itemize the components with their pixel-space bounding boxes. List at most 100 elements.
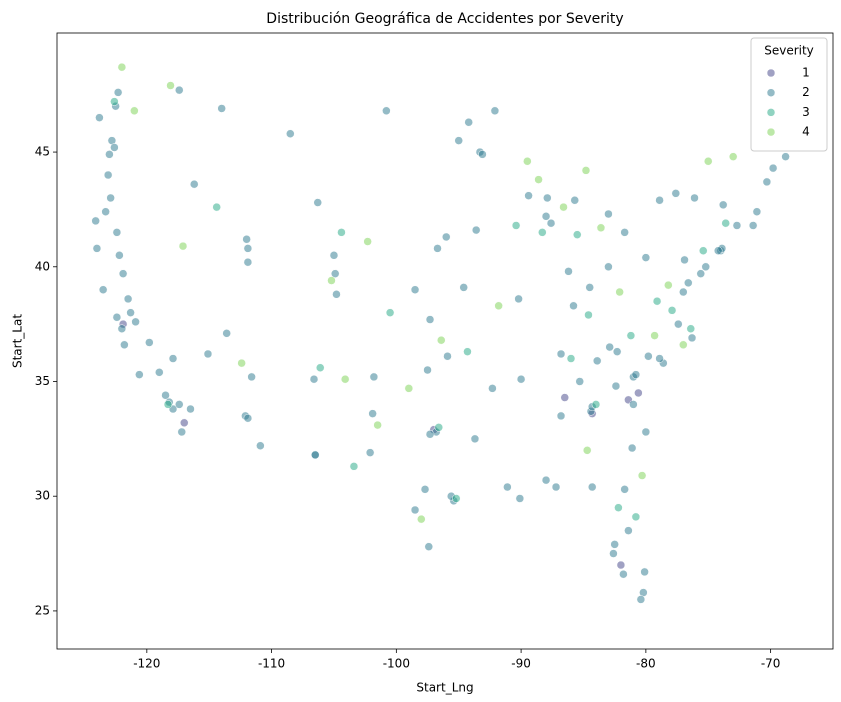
point bbox=[145, 338, 154, 347]
point bbox=[690, 193, 699, 203]
point bbox=[596, 223, 606, 233]
point bbox=[569, 301, 578, 311]
point bbox=[640, 567, 649, 577]
point bbox=[175, 85, 184, 95]
point bbox=[611, 381, 621, 391]
point bbox=[581, 166, 591, 175]
x-tick-label: -100 bbox=[383, 657, 410, 671]
chart-title: Distribución Geográfica de Accidentes po… bbox=[266, 11, 623, 27]
point bbox=[634, 388, 643, 398]
y-tick-label: 35 bbox=[35, 374, 50, 388]
point bbox=[256, 441, 265, 450]
point bbox=[311, 450, 320, 460]
point bbox=[637, 471, 647, 480]
point bbox=[620, 228, 629, 237]
point bbox=[155, 368, 164, 377]
point bbox=[113, 88, 123, 97]
legend-title: Severity bbox=[764, 44, 814, 58]
point bbox=[369, 372, 379, 382]
point bbox=[423, 365, 432, 375]
y-tick-label: 25 bbox=[35, 603, 50, 617]
point bbox=[748, 221, 758, 230]
point bbox=[313, 198, 322, 207]
point bbox=[620, 485, 629, 494]
point bbox=[417, 514, 426, 524]
point bbox=[616, 560, 626, 570]
point bbox=[626, 331, 636, 340]
point bbox=[243, 244, 253, 253]
point bbox=[327, 276, 336, 285]
point bbox=[728, 152, 738, 161]
point bbox=[135, 370, 144, 379]
point bbox=[110, 97, 119, 106]
point bbox=[103, 170, 113, 180]
point bbox=[112, 228, 122, 237]
point bbox=[655, 195, 664, 205]
point bbox=[721, 218, 730, 228]
axes-frame bbox=[56, 32, 834, 650]
point bbox=[177, 427, 187, 437]
point bbox=[575, 377, 584, 386]
point bbox=[166, 81, 175, 90]
point bbox=[118, 269, 128, 278]
point bbox=[463, 347, 472, 356]
point bbox=[534, 175, 543, 184]
y-tick-label: 45 bbox=[35, 145, 50, 159]
point bbox=[117, 324, 127, 333]
point bbox=[686, 324, 696, 333]
point bbox=[732, 221, 742, 230]
point bbox=[425, 430, 435, 439]
point bbox=[101, 207, 110, 216]
point bbox=[551, 482, 561, 492]
legend-marker bbox=[766, 127, 776, 137]
point bbox=[703, 156, 713, 166]
point bbox=[131, 317, 140, 327]
point bbox=[514, 294, 523, 304]
point bbox=[161, 391, 170, 400]
point bbox=[543, 193, 552, 203]
point bbox=[494, 301, 503, 311]
point bbox=[363, 237, 372, 246]
point bbox=[671, 189, 681, 198]
point bbox=[631, 512, 641, 522]
point bbox=[560, 393, 570, 402]
point bbox=[631, 370, 641, 379]
point bbox=[524, 191, 533, 200]
y-tick-label: 40 bbox=[35, 259, 50, 273]
point bbox=[541, 212, 551, 221]
point bbox=[115, 251, 124, 260]
point bbox=[106, 193, 115, 203]
point bbox=[582, 446, 592, 455]
legend-marker bbox=[766, 108, 776, 117]
point bbox=[451, 494, 461, 503]
point bbox=[120, 340, 129, 350]
point bbox=[464, 117, 473, 127]
legend-label: 2 bbox=[802, 85, 810, 99]
point bbox=[175, 400, 184, 409]
point bbox=[584, 310, 593, 320]
point bbox=[768, 163, 778, 173]
point bbox=[511, 221, 521, 230]
point bbox=[212, 202, 221, 212]
point bbox=[420, 485, 430, 494]
legend-label: 3 bbox=[802, 105, 810, 119]
x-tick-label: -120 bbox=[133, 657, 160, 671]
point bbox=[91, 216, 100, 226]
point bbox=[340, 374, 350, 384]
point bbox=[203, 349, 213, 359]
point bbox=[349, 462, 359, 471]
point bbox=[404, 384, 414, 393]
point bbox=[612, 347, 622, 356]
point bbox=[433, 244, 442, 253]
point bbox=[713, 246, 723, 255]
point bbox=[650, 331, 659, 340]
point bbox=[424, 542, 434, 551]
point bbox=[286, 129, 295, 138]
point bbox=[459, 283, 468, 292]
point bbox=[488, 384, 497, 393]
point bbox=[163, 400, 173, 409]
points bbox=[91, 62, 790, 604]
point bbox=[368, 409, 377, 418]
point bbox=[591, 400, 601, 409]
